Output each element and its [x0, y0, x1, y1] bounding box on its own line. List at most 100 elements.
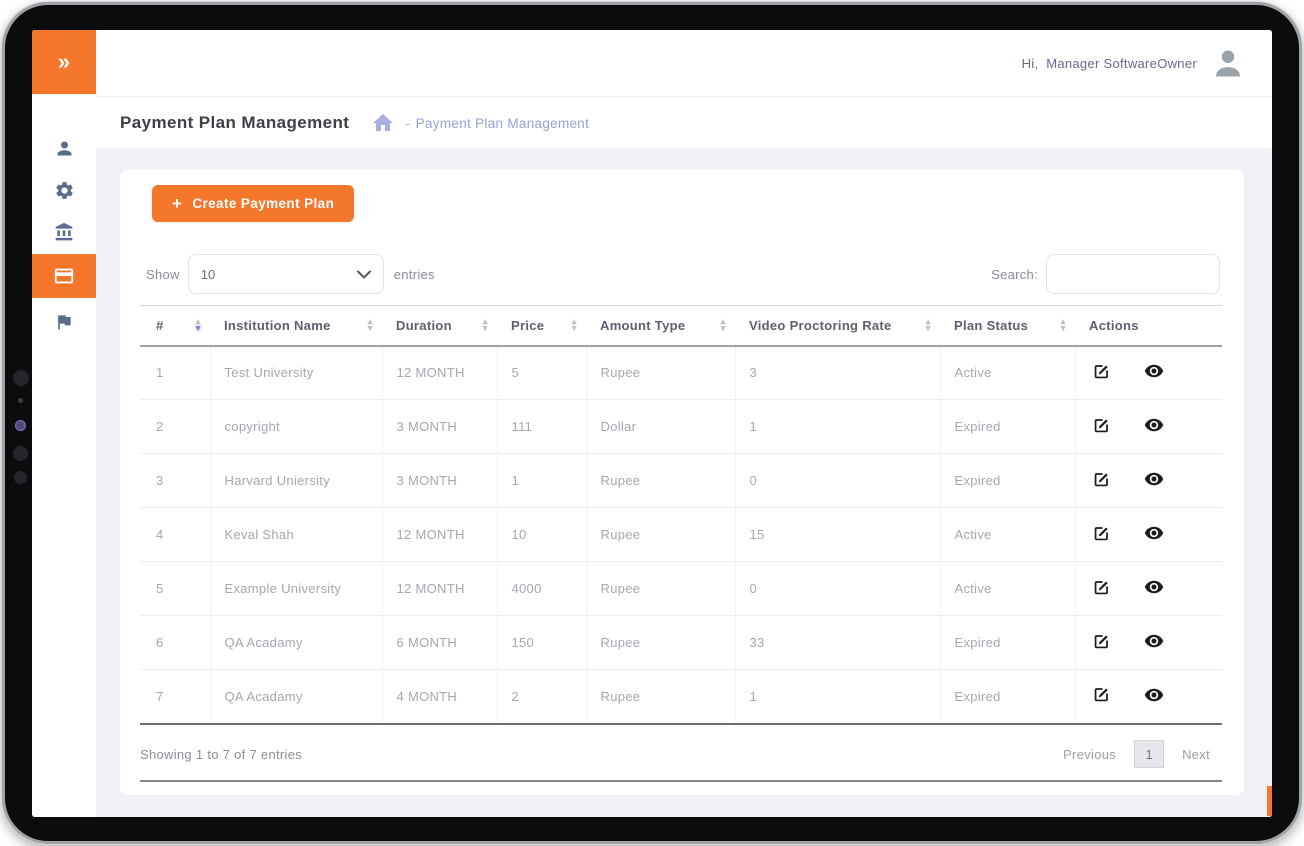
cell-duration: 12 MONTH: [382, 561, 498, 616]
cell-duration: 3 MONTH: [382, 453, 498, 508]
cell-num: 6: [140, 615, 211, 670]
create-payment-plan-button[interactable]: + Create Payment Plan: [152, 185, 355, 222]
cell-price: 111: [497, 399, 587, 454]
previous-page-button[interactable]: Previous: [1063, 746, 1117, 762]
view-button[interactable]: [1144, 523, 1164, 546]
sidebar-item-settings[interactable]: [32, 170, 96, 210]
table-body: 1 Test University 12 MONTH 5 Rupee 3 Act…: [140, 345, 1222, 725]
sort-icon: ▲ ▼: [720, 317, 726, 333]
show-label: Show: [146, 266, 180, 282]
cell-actions: [1075, 615, 1222, 670]
next-page-button[interactable]: Next: [1182, 746, 1210, 762]
sort-icon: ▲ ▼: [571, 317, 577, 333]
table-row: 4 Keval Shah 12 MONTH 10 Rupee 15 Active: [140, 507, 1222, 562]
cell-actions: [1075, 507, 1222, 562]
cell-institution-name: copyright: [210, 399, 383, 454]
column-header-video-proctoring-rate[interactable]: Video Proctoring Rate ▲ ▼: [735, 305, 940, 347]
sidebar-toggle-button[interactable]: »: [32, 30, 96, 94]
view-button[interactable]: [1144, 469, 1164, 492]
cell-num: 5: [140, 561, 211, 616]
sidebar-item-users[interactable]: [32, 128, 96, 168]
cell-plan-status: Expired: [940, 453, 1076, 508]
cell-plan-status: Active: [940, 561, 1076, 616]
app-screen: » Hi, Manager SoftwareOwner: [32, 30, 1272, 817]
eye-icon: [1145, 472, 1164, 486]
view-button[interactable]: [1144, 415, 1164, 438]
edit-button[interactable]: [1092, 416, 1111, 438]
view-button[interactable]: [1144, 685, 1164, 708]
sidebar-item-institutions[interactable]: [32, 212, 96, 252]
cell-amount-type: Dollar: [586, 399, 736, 454]
cell-institution-name: Keval Shah: [210, 507, 383, 562]
cell-num: 1: [140, 345, 211, 400]
breadcrumb-home-link[interactable]: [371, 111, 395, 135]
create-payment-plan-label: Create Payment Plan: [192, 196, 335, 211]
content-area: + Create Payment Plan Show 10 entries Se…: [96, 148, 1272, 817]
current-page-button[interactable]: 1: [1134, 740, 1165, 768]
eye-icon: [1145, 634, 1164, 648]
bezel-camera-dot: [14, 471, 27, 484]
cell-institution-name: QA Acadamy: [210, 615, 383, 670]
column-header-plan-status[interactable]: Plan Status ▲ ▼: [940, 305, 1075, 347]
view-button[interactable]: [1144, 577, 1164, 600]
scroll-accent-strip: [1267, 786, 1272, 816]
search-control: Search:: [991, 254, 1220, 294]
pagination: Previous 1 Next: [1063, 740, 1222, 768]
view-button[interactable]: [1144, 361, 1164, 384]
edit-button[interactable]: [1092, 578, 1111, 600]
column-header-price[interactable]: Price ▲ ▼: [497, 305, 586, 347]
sort-icon: ▲ ▼: [1060, 317, 1066, 333]
sort-icon: ▲ ▼: [367, 317, 373, 333]
eye-icon: [1145, 526, 1164, 540]
cell-num: 3: [140, 453, 211, 508]
table-header-row: # ▲ ▼ Institution Name ▲ ▼ Duration ▲ ▼ Price ▲…: [140, 305, 1222, 347]
column-header-duration[interactable]: Duration ▲ ▼: [382, 305, 497, 347]
cell-amount-type: Rupee: [586, 507, 736, 562]
cell-num: 4: [140, 507, 211, 562]
payment-plan-card: + Create Payment Plan Show 10 entries Se…: [120, 170, 1244, 795]
search-label: Search:: [991, 266, 1038, 282]
cell-amount-type: Rupee: [586, 345, 736, 400]
cell-price: 5: [497, 345, 587, 400]
double-chevron-right-icon: »: [57, 49, 71, 74]
edit-button[interactable]: [1092, 632, 1111, 654]
cell-price: 4000: [497, 561, 587, 616]
cell-duration: 4 MONTH: [382, 669, 498, 725]
column-header-amount-type[interactable]: Amount Type ▲ ▼: [586, 305, 735, 347]
eye-icon: [1145, 688, 1164, 701]
edit-icon: [1094, 364, 1108, 379]
sidebar-item-payment-plans[interactable]: [32, 254, 96, 298]
breadcrumb-separator: -: [405, 115, 410, 131]
bank-icon: [55, 222, 73, 241]
edit-icon: [1094, 688, 1108, 702]
edit-button[interactable]: [1092, 524, 1111, 546]
edit-button[interactable]: [1092, 470, 1111, 492]
cell-amount-type: Rupee: [586, 669, 736, 725]
cell-num: 7: [140, 669, 211, 725]
bezel-camera-lens: [15, 420, 26, 431]
page-size-select[interactable]: 10: [187, 254, 384, 294]
avatar[interactable]: [1211, 46, 1245, 80]
cell-actions: [1075, 399, 1222, 454]
cell-institution-name: Example University: [210, 561, 383, 616]
eye-icon: [1145, 365, 1164, 378]
table-row: 5 Example University 12 MONTH 4000 Rupee…: [140, 561, 1222, 616]
avatar-person-icon: [1215, 50, 1241, 77]
cell-video-proctoring-rate: 0: [735, 561, 941, 616]
cell-plan-status: Active: [940, 507, 1076, 562]
column-header-num[interactable]: # ▲ ▼: [140, 305, 210, 347]
breadcrumb-current: Payment Plan Management: [415, 115, 590, 131]
cell-duration: 3 MONTH: [382, 399, 498, 454]
cell-duration: 12 MONTH: [382, 345, 498, 400]
eye-icon: [1145, 580, 1164, 594]
edit-button[interactable]: [1092, 362, 1111, 384]
view-button[interactable]: [1144, 631, 1164, 654]
search-input[interactable]: [1046, 254, 1220, 294]
entries-label: entries: [393, 266, 435, 282]
cell-video-proctoring-rate: 1: [735, 669, 941, 725]
sidebar-item-reports[interactable]: [32, 302, 96, 342]
plus-icon: +: [172, 193, 183, 213]
cell-amount-type: Rupee: [586, 615, 736, 670]
edit-button[interactable]: [1092, 685, 1111, 707]
column-header-institution-name[interactable]: Institution Name ▲ ▼: [210, 305, 382, 347]
